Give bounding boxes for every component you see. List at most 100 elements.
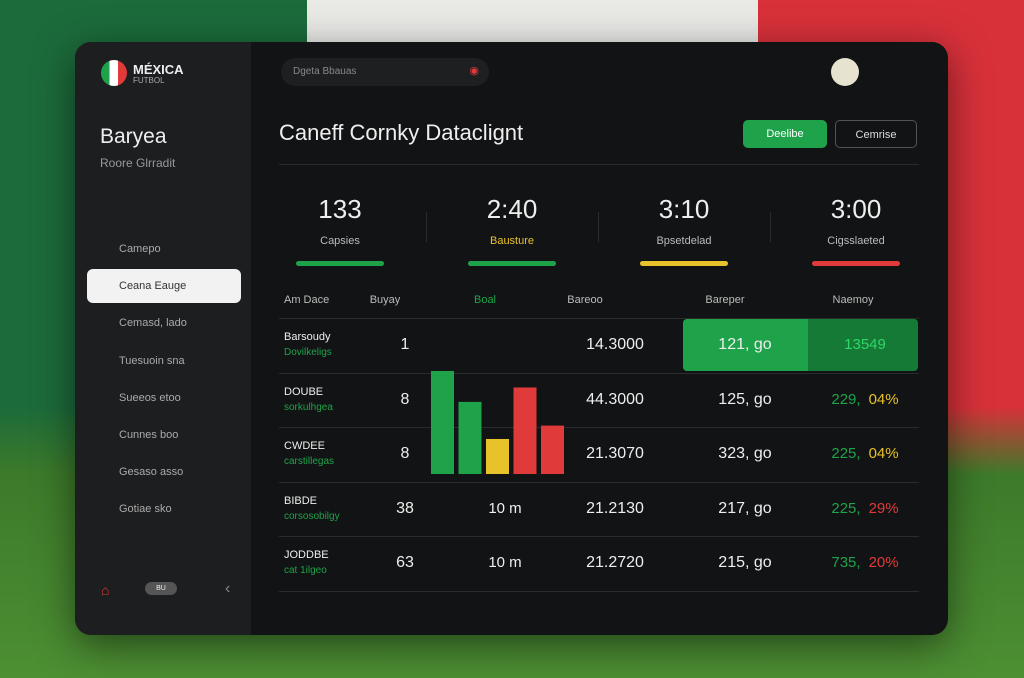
nav-item[interactable]: Camepo (119, 243, 161, 255)
stat-bar (296, 261, 384, 266)
row-score-cell: 225, 04% (815, 445, 915, 462)
row-sub: sorkulhgea (284, 401, 333, 413)
row-rate: 125, go (718, 390, 772, 408)
primary-button[interactable]: Deelibe (743, 120, 827, 148)
secondary-button[interactable]: Cemrise (835, 120, 917, 148)
row-count: 8 (400, 390, 410, 408)
sidebar-title: Baryea (100, 125, 167, 148)
brand-sub: FUTBOL (133, 76, 165, 85)
stat-value: 133 (318, 194, 362, 224)
mini-chart (431, 371, 564, 474)
row-divider (279, 590, 919, 592)
row-pct: 04% (868, 445, 899, 462)
row-count: 63 (396, 554, 414, 571)
sidebar-subtitle: Roore Glrradit (100, 156, 176, 170)
row-score-cell: 735, 20% (815, 554, 915, 571)
nav-item[interactable]: Gesaso asso (119, 466, 184, 479)
row-sub: Dovilkeligs (284, 347, 332, 358)
row-rate: 121, go (718, 336, 772, 353)
bar (513, 387, 537, 474)
nav-item[interactable]: Gotiae sko (119, 503, 172, 516)
stat-bar (468, 261, 556, 266)
nav-item[interactable]: Tuesuoin sna (119, 354, 185, 367)
page-title: Caneff Cornky Dataclignt (279, 120, 524, 145)
row-sub: corsosobilgy (284, 510, 340, 522)
row-count: 38 (396, 499, 414, 517)
search-placeholder: Dgeta Bbauas (293, 66, 357, 77)
column-header: Bareper (705, 294, 745, 306)
row-rate: 323, go (718, 445, 772, 462)
row-score: 229, (831, 390, 861, 408)
stat-label: Bpsetdelad (656, 235, 712, 247)
row-amount: 21.3070 (586, 445, 644, 462)
brand-name: MÉXICA (133, 62, 184, 77)
row-name: BIBDE (284, 494, 318, 507)
column-header: Buyay (369, 294, 401, 306)
bar (458, 401, 482, 474)
search[interactable]: Dgeta Bbauas ◉ (281, 58, 489, 86)
row-pct: 29% (868, 499, 899, 517)
row-sub: carstillegas (284, 456, 335, 467)
column-header: Boal (473, 294, 497, 306)
row-score-cell: 13549 (815, 336, 915, 353)
row-name: Barsoudy (284, 331, 331, 343)
row-divider (279, 481, 919, 483)
stat-divider (770, 212, 771, 242)
dashboard: MÉXICA FUTBOL Baryea Roore Glrradit Came… (75, 42, 948, 635)
stat-value: 3:00 (830, 194, 882, 224)
stat-bar (640, 261, 728, 266)
row-pct: 20% (868, 554, 899, 571)
row-sub: cat 1ilgeo (284, 565, 327, 576)
collapse[interactable]: ‹ (225, 580, 231, 597)
row-amount: 14.3000 (586, 336, 644, 353)
highlight (683, 319, 808, 371)
row-divider (279, 372, 919, 374)
stat-label: Capsies (320, 235, 360, 247)
stat-divider (598, 212, 599, 242)
icon[interactable]: ⌂ (101, 582, 110, 598)
nav-item[interactable]: Ceana Eauge (87, 269, 241, 304)
stat-label: Cigsslaeted (827, 235, 885, 247)
nav-item[interactable]: Sueeos etoo (119, 391, 181, 404)
stat-divider (426, 212, 427, 242)
bar (486, 438, 509, 474)
row-name: DOUBE (284, 385, 324, 398)
search-icon: ◉ (469, 65, 479, 77)
column-header: Naemoy (832, 294, 874, 306)
row-pct: 04% (868, 390, 899, 408)
stat-value: 2:40 (486, 194, 538, 224)
row-rate: 217, go (718, 499, 772, 517)
avatar[interactable] (831, 58, 859, 86)
row-score: 225, (831, 445, 861, 462)
logo (101, 60, 127, 86)
row-amount: 21.2130 (586, 499, 644, 517)
row-score: 735, (831, 554, 861, 571)
row-divider (279, 427, 919, 428)
column-header: Am Dace (284, 294, 330, 306)
row-score-cell: 229, 04% (815, 391, 915, 408)
badge[interactable]: BU (145, 582, 177, 595)
stat-value: 3:10 (658, 194, 710, 224)
row-divider (279, 536, 919, 537)
row-amount: 44.3000 (586, 390, 644, 408)
row-goal: 10 m (488, 554, 522, 571)
row-score: 13549 (844, 336, 886, 353)
sidebar: MÉXICA FUTBOL Baryea Roore Glrradit Came… (75, 42, 251, 635)
nav-item[interactable]: Cemasd, lado (119, 317, 187, 330)
row-score: 225, (831, 499, 861, 517)
row-name: CWDEE (284, 440, 325, 452)
row-name: JODDBE (284, 549, 329, 561)
row-amount: 21.2720 (586, 554, 644, 571)
row-goal: 10 m (488, 499, 522, 517)
nav-item[interactable]: Cunnes boo (119, 429, 179, 441)
divider (279, 164, 919, 165)
row-score-cell: 225, 29% (815, 500, 915, 517)
bar (431, 371, 454, 474)
column-header: Bareoo (567, 294, 603, 306)
stat-bar (812, 261, 900, 266)
bar (541, 425, 564, 474)
row-count: 1 (400, 336, 410, 353)
highlight (808, 319, 918, 371)
row-divider (279, 318, 919, 319)
